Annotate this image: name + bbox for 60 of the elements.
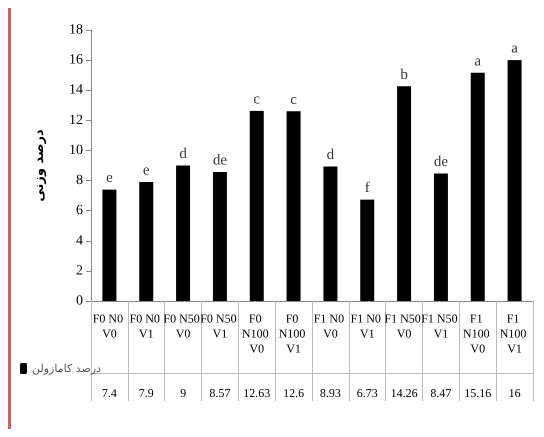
annotation: a [511,40,518,57]
data-label: 7.4 [102,386,117,400]
bar [102,190,116,301]
bar [250,110,264,301]
x-tick-label: F0 N0 V0 [92,312,126,340]
y-tick-label: 16 [69,52,83,68]
bar [286,111,301,301]
annotation: c [253,91,260,108]
bar [360,200,374,301]
x-tick-label: F1 N100 V1 [500,312,530,356]
y-tick-label: 0 [76,294,83,308]
x-tick-label: F1 N0 V1 [350,312,384,340]
data-label: 7.9 [138,386,154,400]
y-axis-title: درصد وزنی [32,129,47,202]
y-tick-label: 6 [76,203,83,218]
data-label: 8.93 [320,386,341,400]
annotation: e [106,170,114,186]
bar [176,166,190,301]
legend-label: درصد کامازولن [32,362,102,375]
y-tick-label: 12 [69,112,83,128]
y-tick-label: 14 [69,82,83,98]
data-label: 8.47 [430,386,452,400]
y-tick-label: 2 [76,263,83,278]
bar [470,72,485,301]
data-label: 15.16 [464,386,492,400]
x-tick-label: F0 N100 V1 [278,312,308,356]
bar [323,166,338,301]
bar [434,173,448,301]
data-label: 8.57 [209,386,230,400]
data-label: 14.26 [390,386,418,400]
annotation: a [474,53,482,70]
bar [139,182,154,301]
bar [508,60,522,301]
annotation: de [212,152,228,168]
annotation: e [142,162,150,179]
annotation: d [326,147,335,164]
y-tick-label: 8 [76,173,83,188]
annotation: b [400,66,408,83]
x-tick-label: F0 N50 V1 [200,312,240,340]
x-tick-label: F0 N50 V0 [163,312,200,340]
x-tick-label: F0 N0 V1 [130,312,163,340]
y-tick-label: 18 [69,22,83,38]
x-tick-label: F1 N0 V0 [314,312,348,340]
x-tick-label: F0 N100 V0 [242,312,272,356]
bar [212,172,227,301]
annotation: de [434,154,448,170]
x-tick-label: F1 N50 V0 [384,312,421,340]
data-label: 12.63 [243,386,270,400]
annotation: c [290,92,298,108]
x-tick-label: F1 N100 V0 [462,312,493,356]
data-label: 6.73 [356,386,378,400]
x-tick-label: F1 N50 V1 [421,312,461,340]
y-tick-label: 10 [69,142,83,158]
bar [397,86,412,301]
data-label: 9 [180,386,186,400]
data-label: 16 [508,386,521,400]
y-tick-label: 4 [76,233,83,248]
data-label: 12.6 [283,386,304,400]
annotation: d [179,146,188,162]
annotation: f [364,180,370,196]
